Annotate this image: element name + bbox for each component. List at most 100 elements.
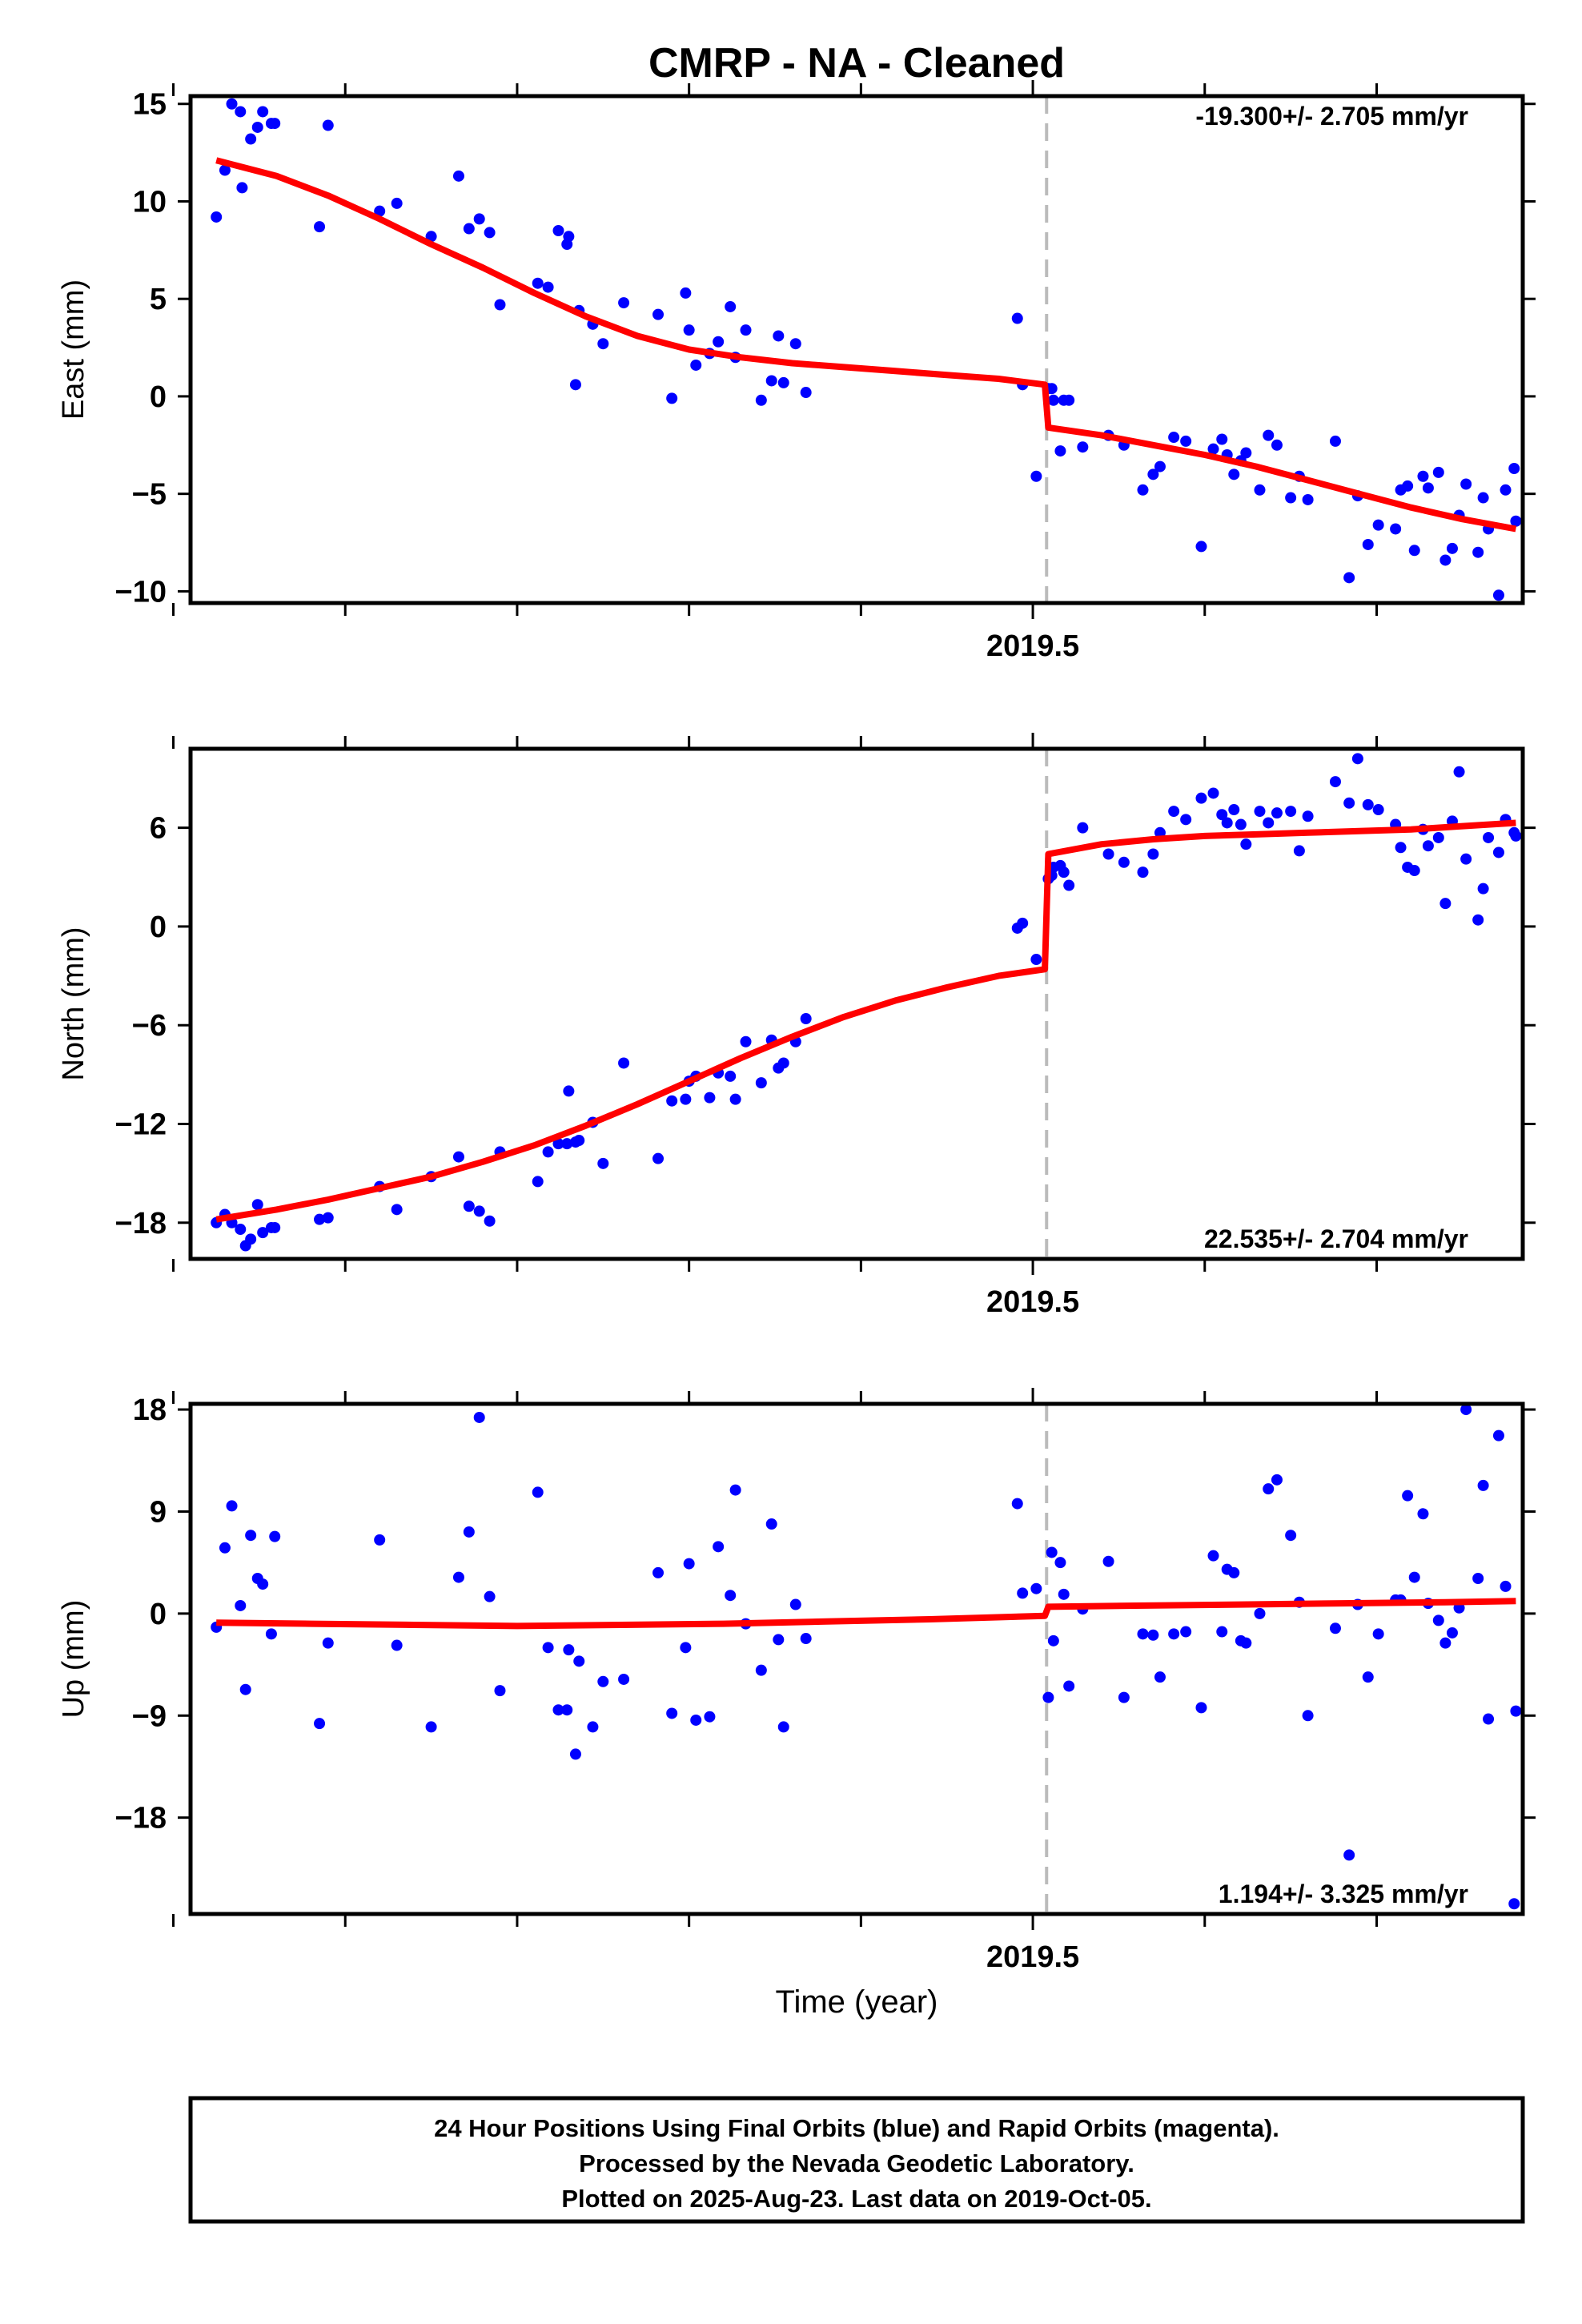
data-point — [374, 205, 386, 217]
data-point — [1216, 433, 1228, 445]
data-point — [1285, 1530, 1297, 1542]
data-point — [1329, 435, 1341, 447]
data-point — [257, 106, 269, 118]
data-point — [1417, 470, 1429, 482]
data-point — [322, 119, 334, 131]
data-point — [597, 1157, 609, 1169]
data-point — [1047, 1634, 1059, 1647]
data-point — [1054, 445, 1066, 457]
data-point — [1439, 554, 1452, 566]
data-point — [1102, 1555, 1114, 1567]
data-point — [235, 1599, 247, 1611]
data-point — [1263, 1483, 1275, 1495]
data-point — [777, 376, 789, 388]
data-point — [1063, 1680, 1075, 1692]
data-point — [1195, 1702, 1207, 1714]
data-point — [239, 1683, 251, 1695]
data-point — [1432, 1614, 1444, 1626]
data-point — [1395, 842, 1407, 854]
data-point — [1254, 1607, 1266, 1619]
data-point — [755, 1077, 767, 1089]
data-point — [1402, 1490, 1414, 1502]
data-point — [1472, 914, 1484, 926]
data-point — [1030, 954, 1042, 966]
data-point — [1302, 810, 1314, 822]
data-point — [1432, 466, 1444, 478]
data-point — [532, 1486, 544, 1498]
data-point — [1417, 1508, 1429, 1520]
data-point — [1054, 1557, 1066, 1569]
y-tick-label: 5 — [150, 283, 167, 316]
footer-line-1: 24 Hour Positions Using Final Orbits (bl… — [434, 2114, 1279, 2142]
data-point — [729, 1093, 741, 1105]
data-point — [1343, 797, 1355, 809]
data-point — [666, 392, 678, 404]
data-point — [1453, 766, 1465, 778]
data-point — [463, 223, 475, 235]
data-point — [1168, 1628, 1180, 1640]
data-point — [1446, 1626, 1458, 1638]
data-point — [1477, 1479, 1489, 1491]
x-tick-label: 2019.5 — [986, 629, 1079, 663]
data-point — [573, 1655, 585, 1667]
data-point — [740, 324, 752, 336]
data-point — [1285, 806, 1297, 818]
data-point — [683, 1558, 695, 1570]
data-point — [597, 1675, 609, 1687]
data-point — [666, 1095, 678, 1107]
data-point — [1271, 807, 1283, 819]
data-point — [1492, 1429, 1504, 1441]
y-tick-label: −18 — [115, 1802, 167, 1835]
data-point — [374, 1534, 386, 1546]
data-point — [532, 1176, 544, 1188]
panels: −10 −5 0 5 10 15 2019.5 East (mm) -19.300+/- 2.7… — [57, 80, 1536, 1974]
data-point — [1102, 848, 1114, 860]
data-point — [532, 277, 544, 289]
data-point — [1460, 853, 1472, 865]
footer-line-2: Processed by the Nevada Geodetic Laborat… — [579, 2149, 1134, 2177]
data-point — [1472, 546, 1484, 558]
data-point — [1168, 432, 1180, 444]
y-tick-label: 10 — [133, 185, 167, 219]
y-tick-label: 15 — [133, 88, 167, 122]
data-point — [1077, 822, 1089, 834]
data-point — [452, 1571, 464, 1583]
data-point — [1058, 1588, 1070, 1600]
data-point — [1372, 1628, 1384, 1640]
data-point — [652, 1152, 665, 1164]
data-point — [226, 98, 238, 110]
data-point — [704, 1711, 716, 1723]
data-point — [473, 1205, 485, 1217]
data-point — [561, 1138, 573, 1150]
y-tick-label: −18 — [115, 1207, 167, 1240]
data-point — [1017, 1587, 1029, 1599]
data-point — [1063, 394, 1075, 406]
data-points — [211, 753, 1522, 1252]
y-tick-label: 0 — [150, 1598, 167, 1631]
y-axis-title: Up (mm) — [57, 1600, 90, 1719]
data-point — [211, 211, 223, 223]
data-point — [1402, 480, 1414, 492]
data-point — [452, 1151, 464, 1163]
data-point — [1343, 572, 1355, 584]
data-point — [618, 297, 630, 309]
data-point — [713, 336, 725, 348]
data-point — [1271, 1474, 1283, 1486]
data-point — [1472, 1572, 1484, 1584]
data-point — [713, 1541, 725, 1553]
data-point — [1240, 838, 1252, 850]
data-point — [1147, 1629, 1159, 1641]
data-point — [391, 197, 403, 209]
data-point — [1500, 484, 1512, 496]
y-tick-label: 9 — [150, 1495, 167, 1529]
y-axis-title: North (mm) — [57, 927, 90, 1080]
data-point — [1271, 439, 1283, 451]
data-point — [1460, 1404, 1472, 1416]
data-point — [1432, 831, 1444, 843]
data-point — [618, 1673, 630, 1685]
data-point — [1508, 463, 1520, 475]
data-point — [1180, 435, 1192, 447]
fit-line — [215, 819, 1516, 1223]
data-point — [765, 1518, 777, 1530]
data-point — [1439, 1637, 1452, 1649]
